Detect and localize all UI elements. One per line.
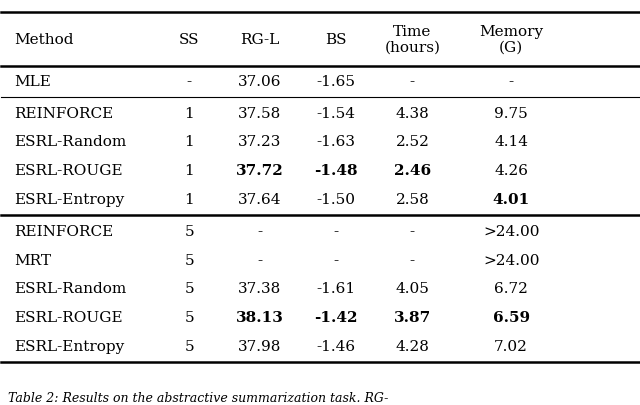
Text: 2.52: 2.52 <box>396 135 429 149</box>
Text: -1.54: -1.54 <box>316 106 355 120</box>
Text: 4.28: 4.28 <box>396 339 429 353</box>
Text: ESRL-Random: ESRL-Random <box>14 282 126 296</box>
Text: 37.38: 37.38 <box>238 282 281 296</box>
Text: MRT: MRT <box>14 253 51 267</box>
Text: 5: 5 <box>184 224 194 238</box>
Text: 37.58: 37.58 <box>238 106 281 120</box>
Text: 2.46: 2.46 <box>394 164 431 178</box>
Text: ESRL-Entropy: ESRL-Entropy <box>14 193 124 207</box>
Text: -: - <box>333 224 339 238</box>
Text: 1: 1 <box>184 106 195 120</box>
Text: 1: 1 <box>184 164 195 178</box>
Text: 4.05: 4.05 <box>396 282 429 296</box>
Text: BS: BS <box>325 33 347 47</box>
Text: 6.59: 6.59 <box>493 311 530 324</box>
Text: 2.58: 2.58 <box>396 193 429 207</box>
Text: ESRL-ROUGE: ESRL-ROUGE <box>14 164 123 178</box>
Text: 37.23: 37.23 <box>238 135 281 149</box>
Text: 38.13: 38.13 <box>236 311 284 324</box>
Text: ESRL-Random: ESRL-Random <box>14 135 126 149</box>
Text: REINFORCE: REINFORCE <box>14 106 113 120</box>
Text: 7.02: 7.02 <box>494 339 528 353</box>
Text: -1.46: -1.46 <box>316 339 355 353</box>
Text: -: - <box>257 253 262 267</box>
Text: -1.63: -1.63 <box>316 135 355 149</box>
Text: 4.38: 4.38 <box>396 106 429 120</box>
Text: Table 2: Results on the abstractive summarization task. RG-: Table 2: Results on the abstractive summ… <box>8 391 388 404</box>
Text: 5: 5 <box>184 282 194 296</box>
Text: -: - <box>410 224 415 238</box>
Text: 4.26: 4.26 <box>494 164 528 178</box>
Text: -: - <box>257 224 262 238</box>
Text: 37.98: 37.98 <box>238 339 281 353</box>
Text: 1: 1 <box>184 135 195 149</box>
Text: ESRL-Entropy: ESRL-Entropy <box>14 339 124 353</box>
Text: 6.72: 6.72 <box>494 282 528 296</box>
Text: -1.42: -1.42 <box>314 311 358 324</box>
Text: 4.01: 4.01 <box>493 193 530 207</box>
Text: SS: SS <box>179 33 200 47</box>
Text: 5: 5 <box>184 339 194 353</box>
Text: -1.50: -1.50 <box>316 193 355 207</box>
Text: -1.61: -1.61 <box>316 282 355 296</box>
Text: 3.87: 3.87 <box>394 311 431 324</box>
Text: 5: 5 <box>184 311 194 324</box>
Text: REINFORCE: REINFORCE <box>14 224 113 238</box>
Text: RG-L: RG-L <box>240 33 279 47</box>
Text: >24.00: >24.00 <box>483 253 540 267</box>
Text: Memory
(G): Memory (G) <box>479 25 543 55</box>
Text: -1.48: -1.48 <box>314 164 358 178</box>
Text: -: - <box>333 253 339 267</box>
Text: 37.64: 37.64 <box>237 193 281 207</box>
Text: Method: Method <box>14 33 74 47</box>
Text: >24.00: >24.00 <box>483 224 540 238</box>
Text: 9.75: 9.75 <box>494 106 528 120</box>
Text: 37.06: 37.06 <box>237 75 281 89</box>
Text: -: - <box>410 253 415 267</box>
Text: Time
(hours): Time (hours) <box>385 25 440 55</box>
Text: -: - <box>410 75 415 89</box>
Text: -1.65: -1.65 <box>316 75 355 89</box>
Text: 5: 5 <box>184 253 194 267</box>
Text: ESRL-ROUGE: ESRL-ROUGE <box>14 311 123 324</box>
Text: 4.14: 4.14 <box>494 135 528 149</box>
Text: MLE: MLE <box>14 75 51 89</box>
Text: -: - <box>187 75 192 89</box>
Text: 37.72: 37.72 <box>236 164 284 178</box>
Text: -: - <box>509 75 514 89</box>
Text: 1: 1 <box>184 193 195 207</box>
